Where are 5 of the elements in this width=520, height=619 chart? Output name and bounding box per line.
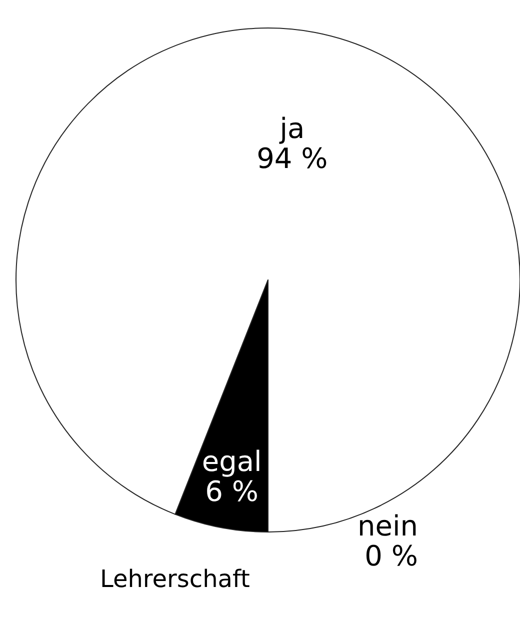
slice-label: ja — [278, 112, 305, 145]
text: Lehrerschaft — [100, 565, 250, 593]
category-label: nein — [358, 510, 418, 542]
text: 0 % — [364, 540, 418, 572]
slice-label: egal — [202, 445, 262, 478]
